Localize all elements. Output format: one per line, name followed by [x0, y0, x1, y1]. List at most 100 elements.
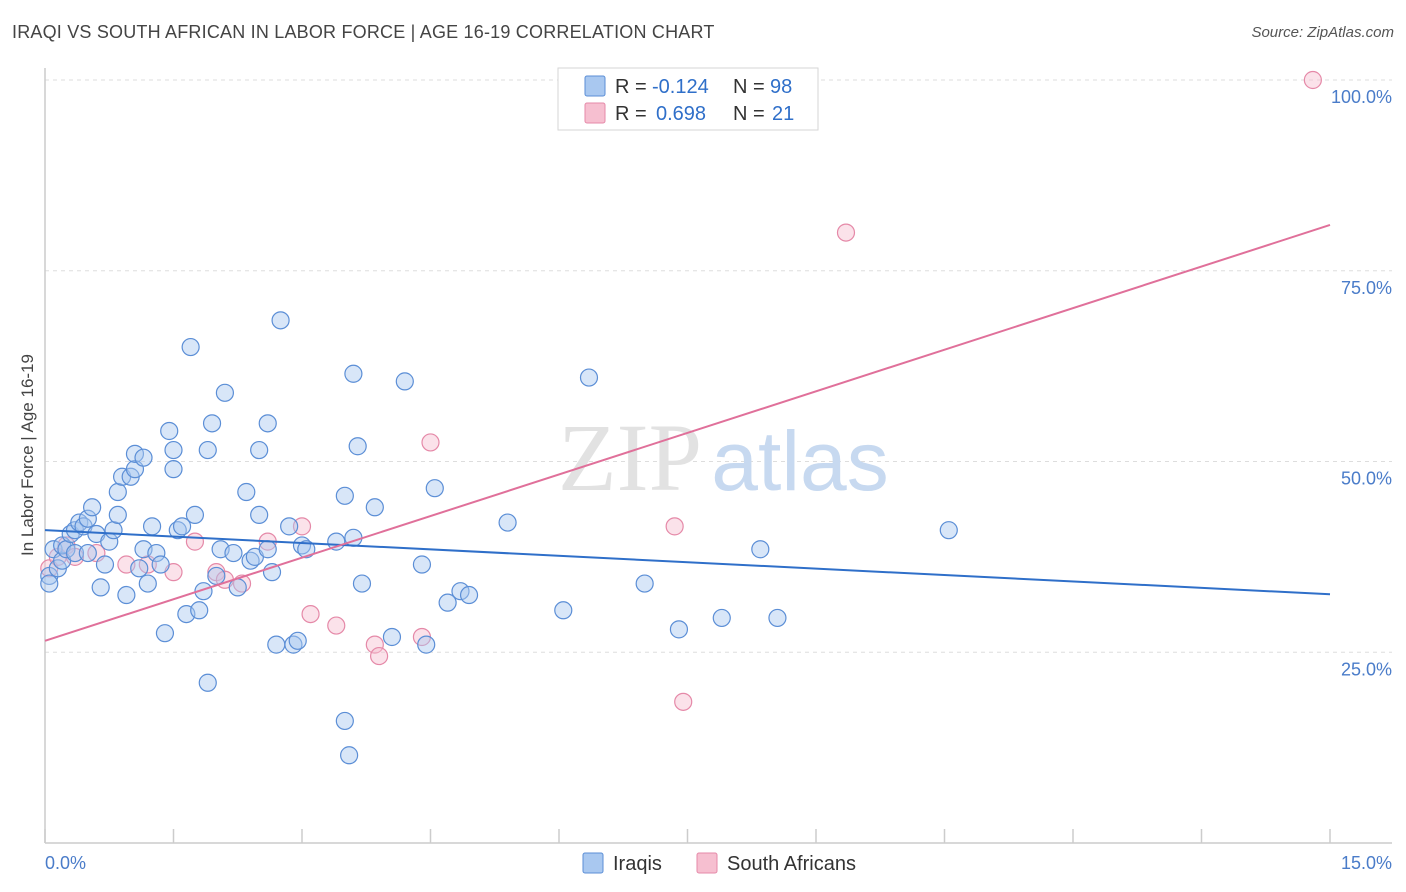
iraqis-point	[340, 746, 359, 765]
iraqis-points	[40, 311, 958, 765]
iraqis-point	[395, 372, 414, 391]
gridlines	[45, 79, 1392, 653]
iraqis-point	[267, 635, 286, 654]
south-africans-point	[674, 692, 693, 711]
south-africans-point	[1303, 70, 1322, 90]
iraqis-point	[194, 582, 213, 601]
iraqis-point	[78, 543, 97, 563]
iraqis-point	[164, 460, 183, 479]
iraqis-point	[271, 311, 290, 330]
iraqis-point	[164, 440, 183, 460]
iraqis-point	[250, 505, 269, 525]
iraqis-point	[335, 486, 354, 505]
iraqis-point	[198, 673, 217, 692]
y-tick-label: 25.0%	[1341, 659, 1392, 679]
iraqis-point	[91, 578, 110, 597]
iraqis-point	[288, 631, 307, 650]
iraqis-point	[215, 383, 234, 402]
south-africans-r-value: 0.698	[656, 103, 706, 125]
chart-source: Source: ZipAtlas.com	[1251, 24, 1394, 41]
iraqis-point	[712, 608, 731, 628]
iraqis-point	[83, 498, 102, 517]
iraqis-point	[224, 543, 243, 563]
iraqis-point	[768, 608, 787, 628]
iraqis-point	[125, 444, 145, 463]
iraqis-point	[117, 585, 136, 605]
iraqis-point	[40, 574, 59, 593]
iraqis-trend-line	[44, 529, 1331, 596]
iraqis-point	[181, 337, 200, 357]
iraqis-point	[280, 517, 299, 536]
south-africans-point	[365, 635, 384, 654]
iraqis-point	[172, 517, 192, 536]
south-africans-point	[292, 517, 312, 536]
iraqis-point	[160, 421, 179, 441]
iraqis-point	[108, 505, 127, 525]
iraqis-point	[142, 517, 162, 536]
bottom-legend-south-africans-swatch	[696, 852, 718, 874]
iraqis-legend-swatch	[584, 75, 606, 97]
south-africans-legend-swatch	[584, 102, 606, 124]
iraqis-point	[134, 448, 153, 467]
iraqis-point	[579, 368, 599, 387]
iraqis-point	[669, 620, 689, 639]
south-africans-n-label: N =	[733, 103, 765, 125]
iraqis-point	[365, 498, 384, 517]
iraqis-point	[451, 582, 470, 601]
x-tick-label-min: 0.0%	[45, 853, 86, 873]
iraqis-point	[751, 540, 770, 559]
iraqis-point	[348, 437, 367, 456]
south-africans-point	[836, 223, 856, 242]
south-africans-point	[421, 433, 440, 452]
iraqis-point	[104, 521, 123, 540]
iraqis-point	[635, 574, 654, 593]
iraqis-point	[108, 482, 127, 502]
y-tick-label: 75.0%	[1341, 278, 1392, 298]
south-africans-trend-line	[44, 224, 1331, 642]
iraqis-point	[155, 624, 175, 643]
iraqis-point	[185, 505, 205, 525]
y-tick-label: 50.0%	[1341, 469, 1392, 489]
iraqis-point	[438, 593, 457, 612]
iraqis-point	[138, 574, 157, 593]
y-tick-label: 100.0%	[1331, 87, 1392, 107]
iraqis-point	[425, 479, 444, 498]
south-africans-point	[665, 517, 684, 536]
iraqis-point	[198, 440, 217, 460]
iraqis-point	[459, 585, 479, 605]
south-africans-n-value: 21	[772, 103, 794, 125]
iraqis-r-value: -0.124	[652, 76, 709, 98]
iraqis-point	[258, 540, 277, 559]
iraqis-point	[412, 555, 432, 574]
bottom-legend-south-africans-label: South Africans	[727, 853, 856, 875]
bottom-legend-iraqis-swatch	[582, 852, 604, 874]
iraqis-point	[250, 440, 269, 460]
iraqis-point	[202, 414, 222, 433]
x-tick-label-max: 15.0%	[1341, 853, 1392, 873]
iraqis-point	[498, 513, 517, 532]
iraqis-point	[344, 364, 363, 383]
iraqis-point	[207, 566, 226, 586]
iraqis-n-value: 98	[770, 76, 792, 98]
south-africans-point	[327, 616, 346, 635]
iraqis-point	[130, 559, 149, 578]
south-africans-point	[370, 646, 389, 666]
y-tick-labels: 25.0% 50.0% 75.0% 100.0%	[1331, 87, 1392, 679]
iraqis-point	[237, 482, 256, 502]
iraqis-point	[190, 601, 209, 620]
stats-legend: R = -0.124 N = 98 R = 0.698 N = 21	[557, 67, 819, 131]
south-africans-point	[185, 532, 205, 551]
iraqis-point	[151, 555, 170, 574]
watermark-atlas: atlas	[711, 414, 888, 508]
bottom-legend-iraqis-label: Iraqis	[613, 853, 662, 875]
south-africans-point	[301, 604, 320, 624]
chart-title: IRAQI VS SOUTH AFRICAN IN LABOR FORCE | …	[12, 22, 715, 42]
iraqis-point	[65, 543, 85, 563]
iraqis-point	[297, 540, 316, 559]
iraqis-point	[228, 578, 247, 597]
x-axis-ticks	[44, 829, 1331, 843]
iraqis-point	[554, 601, 573, 620]
axes	[44, 68, 1392, 844]
watermark-zip: ZIP	[558, 404, 702, 511]
